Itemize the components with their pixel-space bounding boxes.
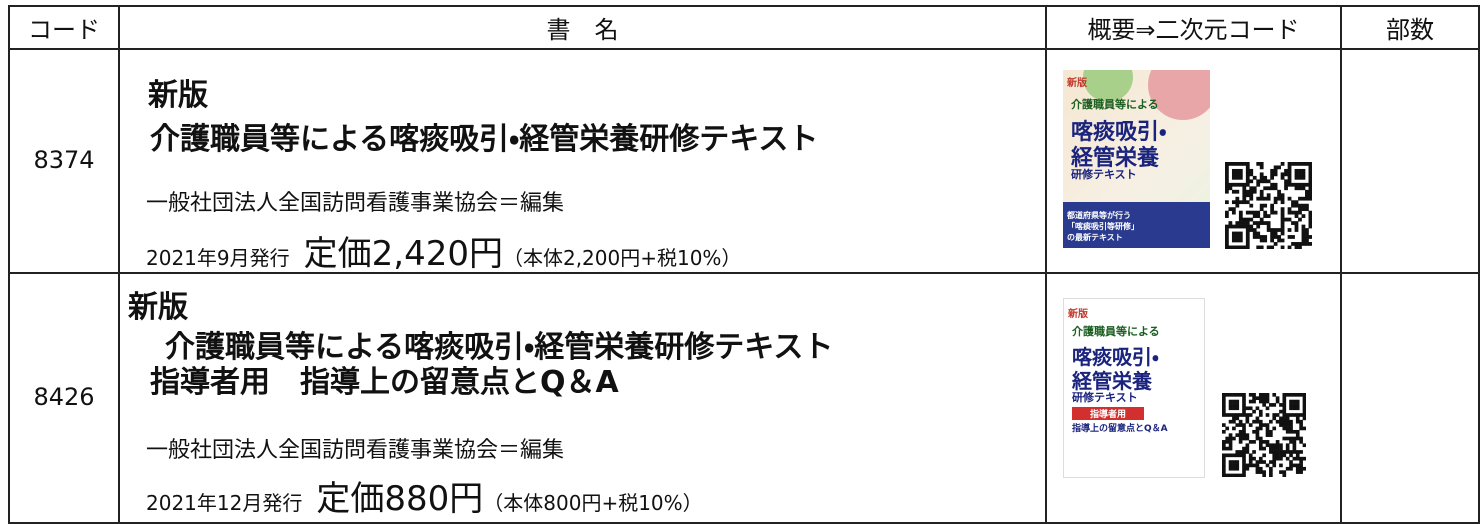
cover-decor [1148,70,1210,120]
publish-date: 2021年12月発行 [146,491,303,515]
header-cell: 概要⇒二次元コード [1045,5,1342,50]
publish-date: 2021年9月発行 [146,246,290,270]
cover-text: 喀痰吸引・ [1072,345,1159,369]
cover-text: 研修テキスト [1071,168,1137,181]
book-title: 介護職員等による喀痰吸引・経管栄養研修テキスト [150,122,819,157]
cover-text: 新版 [1068,309,1088,320]
header-cell: 書 名 [118,5,1047,50]
product-code: 8426 [33,383,95,411]
cover-text: 経管栄養 [1071,146,1160,171]
book-title: 新版 [148,78,208,113]
cover-text: 都道府県等が行う「喀痰吸引等研修」の最新テキスト [1067,211,1135,242]
cover-text: 介護職員等による [1071,98,1159,111]
cover-text: 介護職員等による [1072,325,1160,338]
cover-text: 指導上の留意点とQ＆A [1072,424,1168,434]
table-cell [1340,48,1480,274]
book-cover: 新版介護職員等による喀痰吸引・ 経管栄養 研修テキスト 指導者用指導上の留意点とQ＆A [1063,298,1205,478]
cover-text: 喀痰吸引・ [1071,120,1167,145]
cover-text: 新版 [1067,78,1087,89]
header-cell: 部数 [1340,5,1480,50]
price-detail: （本体2,200円+税10%） [502,246,742,270]
price: 定価880円 [316,479,484,519]
cover-text: 指導者用 [1072,407,1145,420]
book-title: 新版 [128,290,188,325]
editor: 一般社団法人全国訪問看護事業協会＝編集 [146,191,565,216]
price-line: 2021年9月発行 定価2,420円 （本体2,200円+税10%） [146,226,741,275]
qr-code [1225,162,1312,249]
cover-text: 経管栄養 [1072,369,1152,393]
book-title: 介護職員等による喀痰吸引・経管栄養研修テキスト [165,330,834,365]
price: 定価2,420円 [303,234,503,274]
qr-code [1222,393,1306,477]
price-detail: （本体800円+税10%） [483,491,703,515]
book-cover: 新版介護職員等による喀痰吸引・ 経管栄養 研修テキスト都道府県等が行う「喀痰吸引等研… [1063,70,1210,248]
price-line: 2021年12月発行 定価880円 （本体800円+税10%） [146,471,703,520]
book-title: 指導者用 指導上の留意点とQ＆A [150,365,619,400]
header-cell: コード [8,5,120,50]
product-code: 8374 [33,146,95,174]
table-cell [1340,272,1480,524]
cover-text: 研修テキスト [1072,391,1138,404]
editor: 一般社団法人全国訪問看護事業協会＝編集 [146,438,565,463]
cover-band [1063,202,1210,248]
